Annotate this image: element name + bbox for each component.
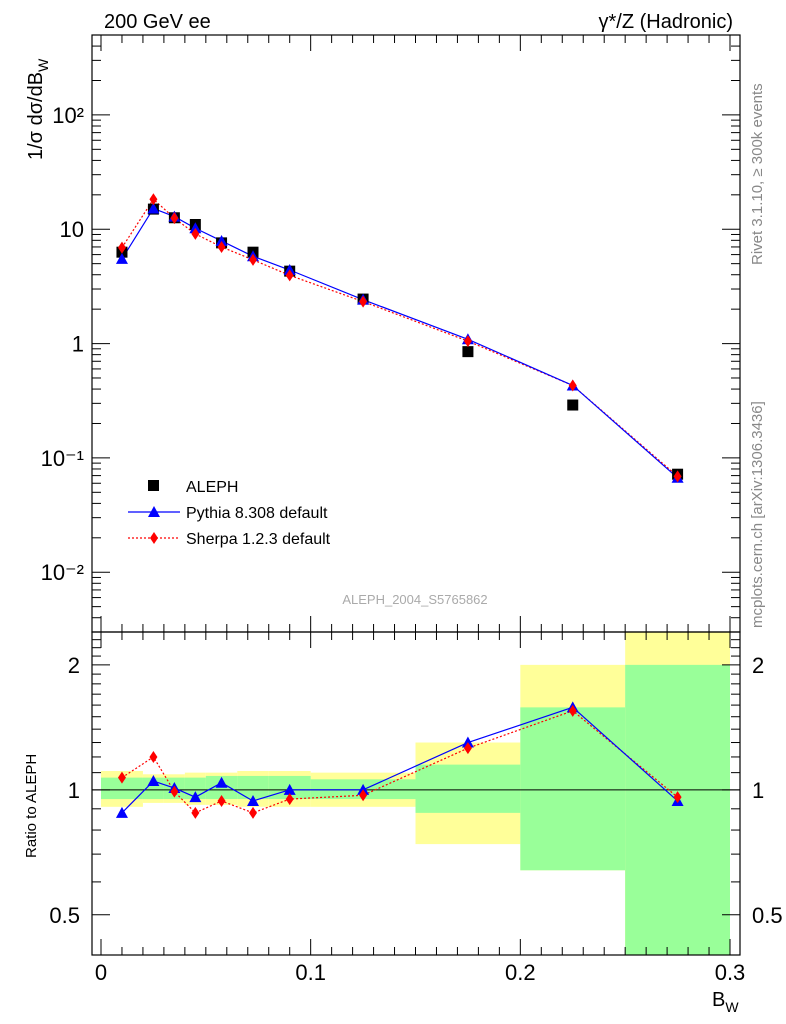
sherpa-ratio-point: [117, 771, 126, 784]
ratio-y-tick-label-right: 2: [752, 653, 764, 678]
pythia-ratio-point: [147, 775, 160, 787]
sherpa-point: [359, 295, 368, 308]
axis-ticks: 0 0.1 0.2 0.3 10⁻² 10⁻¹ 1 10 10² 0.5 0.5 1 1 2 2: [41, 35, 783, 985]
x-axis-label: BW: [712, 989, 739, 1015]
x-tick-label: 0.3: [715, 960, 746, 985]
sherpa-point: [217, 240, 226, 253]
sherpa-ratio-point: [249, 806, 258, 819]
rivet-side-label: Rivet 3.1.10, ≥ 300k events: [749, 83, 766, 265]
ratio-uncertainty-bands: [101, 632, 730, 955]
ratio-y-axis-label: Ratio to ALEPH: [23, 754, 40, 858]
ratio-plot-series: [115, 701, 684, 819]
sherpa-point: [673, 470, 682, 483]
sherpa-ratio-point: [359, 789, 368, 802]
band-inner-0: [101, 777, 143, 800]
x-tick-label: 0: [95, 960, 107, 985]
pythia-ratio-point: [283, 783, 296, 795]
sherpa-ratio-point: [217, 794, 226, 807]
sherpa-ratio-point: [673, 791, 682, 804]
sherpa-point: [170, 212, 179, 225]
main-y-axis-label: 1/σ dσ/dBW: [25, 58, 51, 160]
pythia-point: [189, 222, 202, 234]
pythia-ratio-point: [247, 794, 260, 806]
band-inner-5: [237, 775, 269, 800]
sherpa-ratio-point: [170, 785, 179, 798]
ratio-y-tick-label: 2: [68, 653, 80, 678]
sherpa-point: [285, 269, 294, 282]
sherpa-point: [149, 193, 158, 206]
legend: ALEPH Pythia 8.308 default Sherpa 1.2.3 …: [128, 479, 331, 548]
legend-aleph-label: ALEPH: [186, 479, 238, 496]
legend-pythia-label: Pythia 8.308 default: [186, 505, 328, 522]
pythia-point: [115, 252, 128, 264]
aleph-point: [462, 346, 474, 358]
sherpa-point: [191, 227, 200, 240]
sherpa-line: [121, 198, 678, 477]
legend-sherpa-marker: [150, 532, 158, 544]
ratio-y-tick-label: 1: [68, 778, 80, 803]
sherpa-point: [117, 241, 126, 254]
pythia-point: [147, 202, 160, 214]
x-tick-label: 0.2: [505, 960, 536, 985]
pythia-ratio-point: [189, 791, 202, 803]
band-inner-8: [415, 764, 521, 813]
header-left-label: 200 GeV ee: [104, 11, 211, 33]
x-tick-label: 0.1: [295, 960, 326, 985]
pythia-ratio-point: [215, 776, 228, 788]
header-right-label: γ*/Z (Hadronic): [599, 11, 733, 33]
band-inner-10: [625, 664, 730, 955]
ratio-y-tick-label-right: 0.5: [752, 903, 783, 928]
main-y-tick-label: 10²: [52, 103, 84, 128]
sherpa-ratio-point: [191, 806, 200, 819]
main-y-tick-label: 10⁻¹: [41, 446, 84, 471]
band-inner-9: [520, 707, 626, 871]
legend-aleph-marker: [148, 480, 159, 491]
main-y-tick-label: 10: [60, 217, 84, 242]
sherpa-ratio-point: [285, 793, 294, 806]
aleph-point: [567, 399, 579, 411]
sherpa-point: [463, 335, 472, 348]
pythia-point: [215, 234, 228, 246]
legend-pythia-marker: [148, 506, 160, 517]
sherpa-ratio-point: [463, 742, 472, 755]
pythia-ratio-point: [115, 806, 128, 818]
sherpa-point: [568, 379, 577, 392]
sherpa-ratio-line: [121, 710, 678, 814]
pythia-line: [121, 207, 678, 479]
sherpa-point: [249, 253, 258, 266]
sherpa-ratio-point: [568, 704, 577, 717]
main-plot-series: [115, 193, 684, 483]
analysis-watermark: ALEPH_2004_S5765862: [342, 592, 487, 607]
main-y-tick-label: 10⁻²: [41, 560, 84, 585]
main-y-tick-label: 1: [72, 332, 84, 357]
legend-sherpa-label: Sherpa 1.2.3 default: [186, 531, 331, 548]
sherpa-ratio-point: [149, 750, 158, 763]
ratio-y-tick-label: 0.5: [49, 903, 80, 928]
ratio-y-tick-label-right: 1: [752, 778, 764, 803]
pythia-ratio-point: [461, 736, 474, 748]
mcplots-side-label: mcplots.cern.ch [arXiv:1306.3436]: [749, 401, 766, 628]
